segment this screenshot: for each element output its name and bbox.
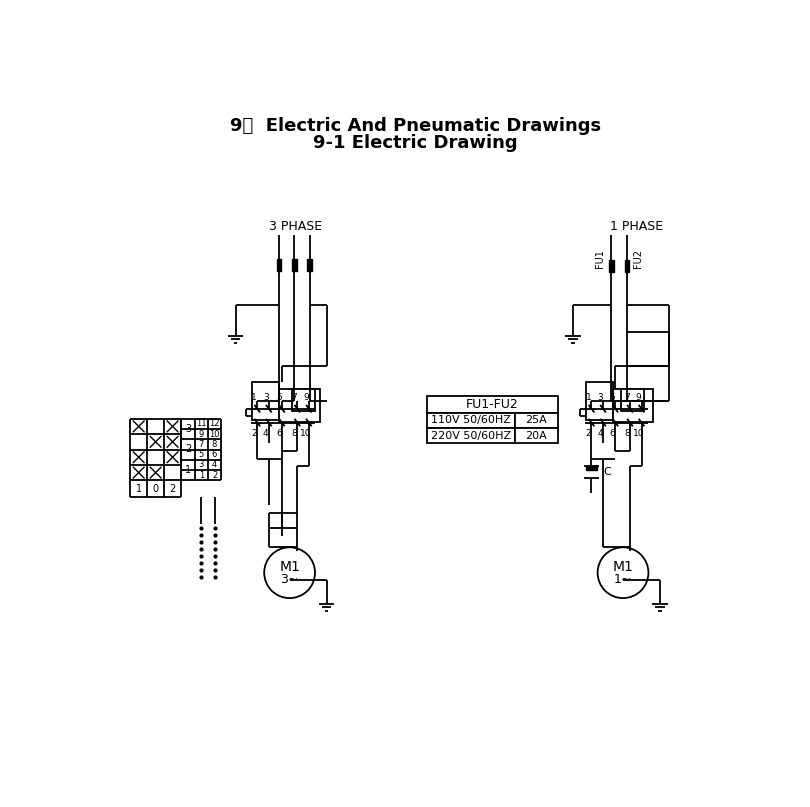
Text: 9、  Electric And Pneumatic Drawings: 9、 Electric And Pneumatic Drawings — [229, 117, 601, 135]
Text: 3: 3 — [597, 393, 603, 403]
Text: 220V 50/60HZ: 220V 50/60HZ — [431, 431, 511, 441]
Text: 9: 9 — [198, 429, 204, 438]
Text: 5: 5 — [276, 393, 282, 403]
Bar — [292, 258, 296, 271]
Text: 9: 9 — [303, 393, 309, 403]
Text: 5: 5 — [198, 450, 204, 459]
Text: 10: 10 — [300, 429, 312, 438]
Text: 2: 2 — [169, 483, 176, 494]
Text: 2: 2 — [251, 429, 257, 438]
Text: 9-1 Electric Drawing: 9-1 Electric Drawing — [313, 134, 518, 152]
Text: 5: 5 — [609, 393, 615, 403]
Text: 1~: 1~ — [614, 573, 633, 586]
Text: 11: 11 — [196, 420, 207, 429]
Text: 9: 9 — [636, 393, 642, 403]
Text: 25A: 25A — [526, 416, 548, 425]
Bar — [609, 260, 614, 273]
Bar — [307, 258, 312, 271]
Text: 2: 2 — [212, 470, 217, 479]
Text: FU1-FU2: FU1-FU2 — [466, 398, 518, 411]
Text: 6: 6 — [212, 450, 217, 459]
Bar — [427, 428, 515, 443]
Text: 1: 1 — [198, 470, 204, 479]
Text: 4: 4 — [597, 429, 603, 438]
Text: 2: 2 — [586, 429, 591, 438]
Bar — [252, 382, 279, 420]
Text: 6: 6 — [276, 429, 282, 438]
Text: 4: 4 — [263, 429, 269, 438]
Text: 110V 50/60HZ: 110V 50/60HZ — [431, 416, 511, 425]
Bar — [276, 258, 281, 271]
Bar — [586, 466, 597, 470]
Text: 0: 0 — [152, 483, 159, 494]
Text: 7: 7 — [198, 440, 204, 449]
Text: 1: 1 — [251, 393, 257, 403]
Text: 3: 3 — [263, 393, 269, 403]
Text: M1: M1 — [279, 559, 300, 574]
Bar — [620, 390, 644, 411]
Circle shape — [264, 547, 315, 598]
Text: 3: 3 — [185, 424, 191, 434]
Text: 1: 1 — [135, 483, 142, 494]
Text: 1: 1 — [586, 393, 591, 403]
Text: 7: 7 — [624, 393, 629, 403]
Text: 20A: 20A — [526, 431, 548, 441]
Text: 4: 4 — [212, 461, 217, 470]
Text: 8: 8 — [292, 429, 297, 438]
Text: 2: 2 — [185, 445, 191, 454]
Text: 12: 12 — [209, 420, 220, 429]
Bar — [427, 412, 515, 428]
Text: FU1: FU1 — [595, 249, 605, 268]
Text: 8: 8 — [212, 440, 217, 449]
Bar — [279, 390, 321, 422]
Bar — [292, 390, 315, 411]
Bar — [613, 390, 653, 422]
Circle shape — [598, 547, 649, 598]
Bar — [586, 382, 613, 420]
Bar — [427, 395, 557, 412]
Text: 7: 7 — [292, 393, 297, 403]
Bar — [625, 260, 629, 273]
Text: 1 PHASE: 1 PHASE — [610, 220, 663, 232]
Text: 3: 3 — [198, 461, 204, 470]
Bar — [515, 412, 557, 428]
Text: C: C — [603, 467, 612, 477]
Bar — [515, 428, 557, 443]
Text: 6: 6 — [609, 429, 615, 438]
Text: 8: 8 — [624, 429, 629, 438]
Text: 10: 10 — [633, 429, 644, 438]
Text: 3 PHASE: 3 PHASE — [269, 220, 322, 232]
Text: M1: M1 — [612, 559, 633, 574]
Text: 1: 1 — [185, 465, 191, 475]
Text: 3~: 3~ — [280, 573, 299, 586]
Text: 10: 10 — [209, 429, 220, 438]
Text: FU2: FU2 — [633, 249, 643, 268]
